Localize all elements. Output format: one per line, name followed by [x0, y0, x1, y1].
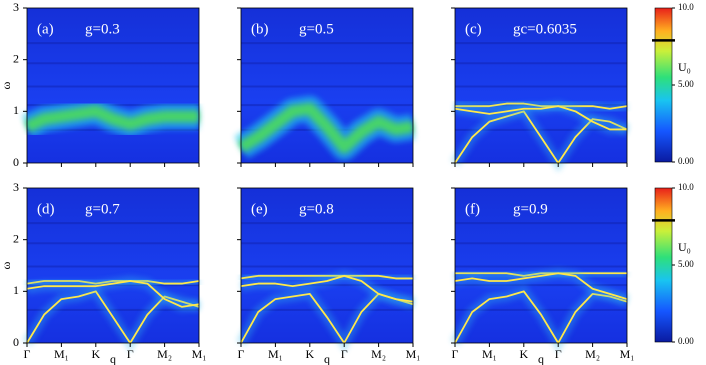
texture [241, 242, 413, 245]
plot-frame [240, 7, 414, 164]
panel-annotation: gc=0.6035 [513, 21, 577, 37]
x-tick-label: Γ [555, 347, 562, 361]
spectral-band [24, 105, 199, 133]
panel-annotation: g=0.9 [513, 201, 548, 217]
texture [27, 62, 199, 65]
y-tick-label: 2 [13, 231, 19, 245]
dispersion-curve [454, 272, 628, 300]
texture [241, 42, 413, 45]
texture [455, 85, 627, 88]
panel-label: (b) [251, 21, 269, 37]
y-axis-label: ω [0, 261, 13, 269]
panel-annotation: g=0.5 [299, 21, 334, 37]
colorbar-tick-label: 0.00 [678, 156, 694, 166]
panel-label: (c) [465, 21, 482, 37]
x-axis-label: q [324, 352, 330, 365]
colorbar-tick-label: 0.00 [678, 336, 694, 346]
texture [241, 222, 413, 225]
y-tick-label: 0 [13, 335, 19, 349]
texture [455, 222, 627, 225]
x-tick-label: M₂ [371, 347, 386, 361]
x-tick-label: Γ [127, 347, 134, 361]
y-tick-label: 3 [13, 0, 19, 14]
x-tick-label: M₁ [54, 347, 69, 361]
texture [455, 42, 627, 45]
x-tick-label: M₁ [620, 347, 635, 361]
texture [27, 265, 199, 268]
x-tick-label: Γ [24, 347, 31, 361]
colorbar [654, 187, 673, 343]
x-tick-label: Γ [341, 347, 348, 361]
texture [27, 85, 199, 88]
colorbar-tick-label: 5.00 [678, 79, 694, 89]
u0-label: U₀ [678, 60, 691, 74]
u0-label: U₀ [678, 240, 691, 254]
y-tick-label: 1 [13, 283, 19, 297]
texture [241, 265, 413, 268]
panel-annotation: g=0.7 [85, 201, 120, 217]
panel-label: (f) [465, 201, 480, 217]
x-tick-label: Γ [238, 347, 245, 361]
texture [27, 222, 199, 225]
panel-label: (e) [251, 201, 268, 217]
x-tick-label: M₁ [406, 347, 421, 361]
plot-frame [454, 187, 628, 344]
x-tick-label: M₂ [585, 347, 600, 361]
x-tick-label: K [519, 347, 528, 361]
dispersion-curve [240, 274, 414, 303]
texture [27, 242, 199, 245]
texture [455, 242, 627, 245]
y-tick-label: 3 [13, 180, 19, 194]
x-tick-label: M₁ [482, 347, 497, 361]
texture [241, 104, 413, 107]
y-axis-label: ω [0, 81, 13, 89]
panel-annotation: g=0.3 [85, 21, 120, 37]
x-tick-label: Γ [452, 347, 459, 361]
plot-frame [454, 7, 628, 164]
x-tick-label: K [305, 347, 314, 361]
panel-label: (d) [37, 201, 55, 217]
dispersion-curve [454, 105, 627, 131]
texture [455, 265, 627, 268]
texture [455, 62, 627, 65]
dispersion-curve [26, 280, 200, 308]
x-axis-label: q [110, 352, 116, 365]
spectral-band [237, 102, 414, 154]
colorbar-tick-label: 10.0 [678, 2, 694, 12]
colorbar-tick-label: 5.00 [678, 259, 694, 269]
y-tick-label: 0 [13, 155, 19, 169]
plot-frame [26, 187, 200, 344]
plot-frame [240, 187, 414, 344]
plot-frame [26, 7, 200, 164]
x-tick-label: M₁ [192, 347, 207, 361]
texture [455, 284, 627, 287]
panel-label: (a) [37, 21, 54, 37]
texture [27, 42, 199, 45]
y-tick-label: 2 [13, 51, 19, 65]
texture [241, 85, 413, 88]
x-tick-label: M₁ [268, 347, 283, 361]
y-tick-label: 1 [13, 103, 19, 117]
panel-annotation: g=0.8 [299, 201, 334, 217]
colorbar-tick-label: 10.0 [678, 182, 694, 192]
x-axis-label: q [538, 352, 544, 365]
texture [241, 62, 413, 65]
x-tick-label: K [91, 347, 100, 361]
x-tick-label: M₂ [157, 347, 172, 361]
colorbar [654, 7, 673, 163]
